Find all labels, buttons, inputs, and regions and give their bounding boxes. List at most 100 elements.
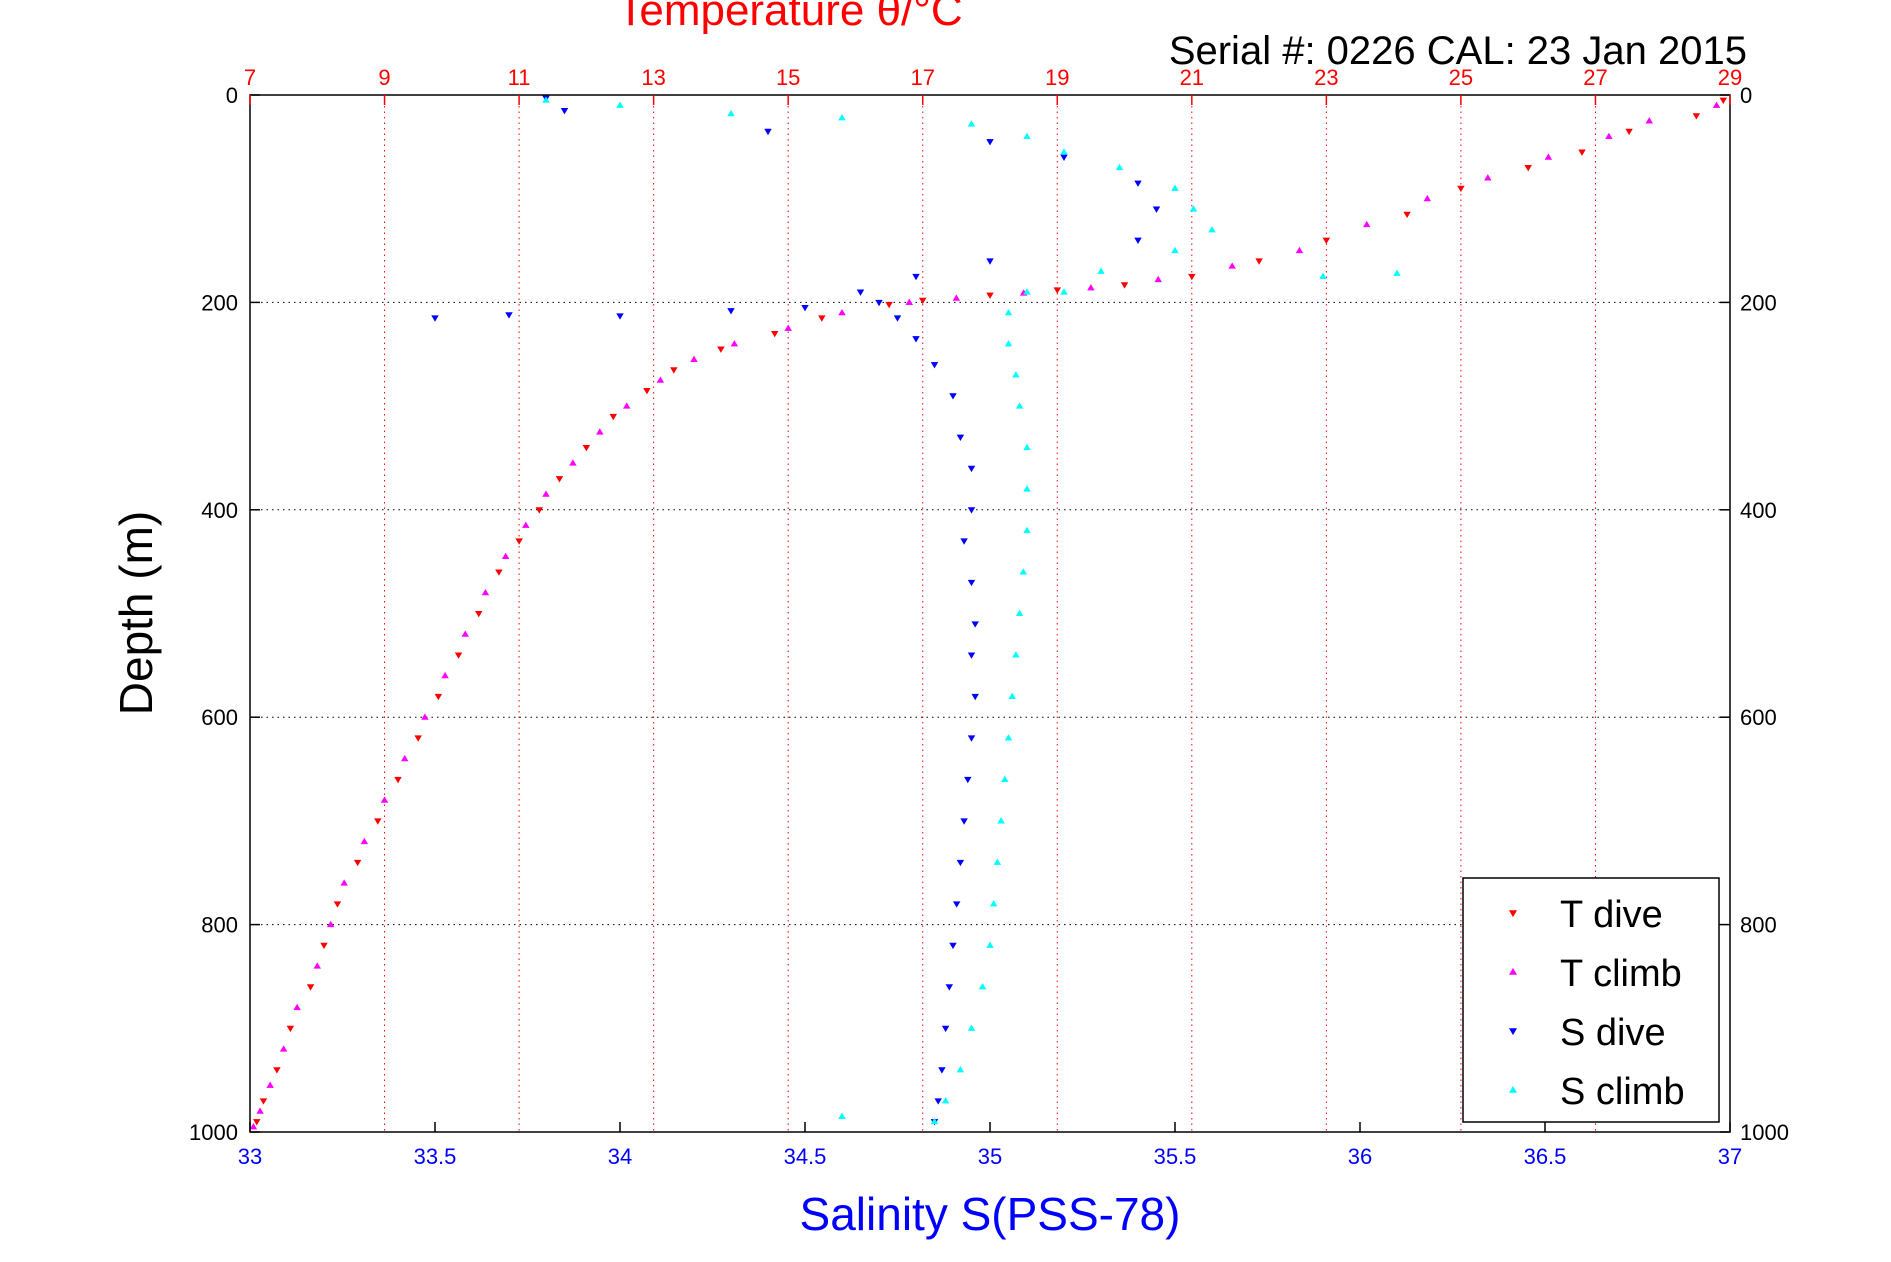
- chart-subtitle: Serial #: 0226 CAL: 23 Jan 2015: [1169, 29, 1747, 73]
- data-point: [1060, 148, 1068, 155]
- data-point: [273, 1067, 281, 1074]
- data-point: [259, 1098, 268, 1105]
- data-point: [1012, 371, 1020, 378]
- data-point: [986, 139, 994, 146]
- data-point: [495, 569, 503, 576]
- data-point: [616, 101, 624, 108]
- series-s-dive: [431, 95, 1161, 1126]
- data-point: [1393, 269, 1401, 276]
- legend-label: T dive: [1560, 894, 1663, 936]
- data-point: [1208, 226, 1216, 233]
- data-point: [461, 630, 469, 637]
- data-point: [784, 324, 792, 331]
- data-point: [1255, 258, 1263, 265]
- x-top-tick-label: 13: [641, 65, 665, 90]
- data-point: [596, 428, 604, 435]
- data-point: [1295, 246, 1304, 254]
- data-point: [481, 588, 490, 596]
- data-point: [912, 336, 920, 343]
- legend-box: [1462, 877, 1720, 1123]
- data-point: [967, 652, 976, 659]
- legend: T dive T climb S dive S climb: [1462, 877, 1720, 1123]
- legend-marker: [1508, 910, 1518, 918]
- data-point: [542, 96, 550, 103]
- y-tick-label-left: 400: [201, 498, 238, 523]
- data-point: [1152, 206, 1161, 213]
- data-point: [414, 735, 422, 742]
- data-point: [941, 1097, 950, 1104]
- data-point: [1692, 113, 1701, 120]
- data-point: [960, 538, 968, 545]
- data-point: [434, 693, 443, 701]
- data-point: [1115, 163, 1124, 171]
- data-point: [967, 465, 976, 473]
- data-point: [930, 1117, 939, 1125]
- data-point: [333, 901, 342, 908]
- y-tick-label-left: 0: [226, 83, 238, 108]
- data-point: [838, 308, 846, 316]
- data-point: [960, 818, 968, 825]
- data-point: [1171, 246, 1179, 254]
- series-t-dive: [253, 97, 1727, 1126]
- data-point: [1457, 185, 1465, 193]
- data-point: [949, 393, 957, 400]
- data-point: [306, 984, 315, 991]
- data-point: [1053, 287, 1061, 294]
- data-point: [838, 114, 846, 121]
- data-point: [993, 858, 1002, 865]
- data-point: [256, 1107, 264, 1114]
- data-point: [945, 984, 954, 991]
- y-axis-label: Depth (m): [110, 511, 162, 715]
- chart-title: Temperature θ/°C: [617, 0, 962, 35]
- data-point: [279, 1045, 288, 1052]
- data-point: [1004, 734, 1013, 741]
- x-bottom-tick-label: 33.5: [414, 1144, 457, 1169]
- y-tick-label-right: 0: [1740, 83, 1752, 108]
- data-point: [1001, 775, 1009, 782]
- data-point: [1023, 526, 1031, 534]
- data-point: [1645, 117, 1653, 124]
- data-point: [1719, 97, 1727, 104]
- data-point: [293, 1003, 301, 1011]
- x-bottom-tick-label: 35.5: [1154, 1144, 1197, 1169]
- data-point: [320, 942, 328, 950]
- x-top-tick-label: 7: [244, 65, 256, 90]
- x-top-tick-label: 23: [1314, 65, 1338, 90]
- data-point: [952, 901, 961, 908]
- x-bottom-tick-label: 33: [238, 1144, 262, 1169]
- data-point: [964, 776, 972, 784]
- x-top-tick-label: 21: [1180, 65, 1204, 90]
- data-point: [421, 713, 429, 720]
- data-point: [1524, 165, 1532, 172]
- data-point: [1012, 651, 1020, 658]
- data-point: [340, 879, 348, 886]
- data-point: [971, 693, 979, 701]
- data-point: [266, 1081, 274, 1088]
- data-point: [1015, 402, 1024, 409]
- data-point: [912, 273, 920, 281]
- x-bottom-tick-label: 36.5: [1524, 1144, 1567, 1169]
- data-point: [1097, 267, 1105, 274]
- y-tick-label-left: 200: [201, 290, 238, 315]
- data-point: [475, 610, 483, 618]
- data-point: [1363, 220, 1371, 228]
- data-point: [967, 579, 976, 587]
- data-point: [353, 859, 362, 867]
- data-point: [535, 507, 543, 514]
- data-point: [1008, 692, 1016, 700]
- y-tick-label-left: 800: [201, 913, 238, 938]
- x-top-tick-label: 11: [508, 65, 531, 90]
- data-point: [670, 367, 678, 374]
- data-point: [441, 671, 449, 679]
- data-point: [1712, 101, 1721, 108]
- x-bottom-tick-label: 34: [608, 1144, 632, 1169]
- data-point: [253, 1119, 261, 1126]
- data-point: [967, 507, 976, 514]
- data-point: [905, 298, 913, 305]
- data-point: [374, 818, 382, 825]
- data-point: [997, 817, 1005, 824]
- data-point: [1134, 180, 1142, 187]
- data-point: [1423, 194, 1431, 202]
- data-point: [501, 552, 510, 560]
